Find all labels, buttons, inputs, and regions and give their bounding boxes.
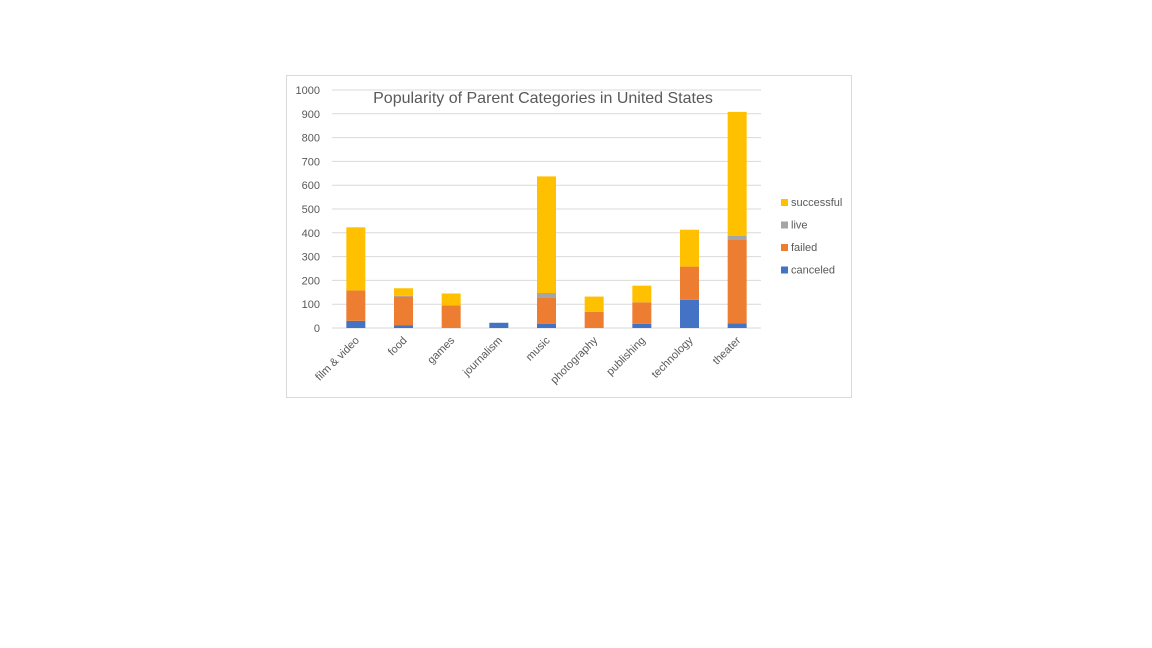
bar-canceled bbox=[727, 323, 747, 328]
bar-canceled bbox=[632, 323, 652, 328]
legend-label-live: live bbox=[791, 220, 808, 232]
x-tick-label: publishing bbox=[604, 335, 648, 379]
y-tick-label: 400 bbox=[302, 228, 320, 240]
x-tick-label: photography bbox=[549, 334, 601, 386]
y-tick-label: 1000 bbox=[296, 85, 320, 97]
chart-canvas: 0 100 200 300 400 500 600 700 800 900 1000 film & … bbox=[296, 85, 843, 386]
chart-frame: 0 100 200 300 400 500 600 700 800 900 1000 film & … bbox=[286, 75, 852, 398]
bar-successful bbox=[632, 285, 652, 303]
y-tick-label: 0 bbox=[314, 323, 320, 335]
bar-live bbox=[537, 293, 556, 298]
bar-canceled bbox=[680, 299, 699, 328]
y-tick-label: 900 bbox=[302, 109, 320, 121]
bar-successful bbox=[537, 176, 556, 294]
y-tick-label: 700 bbox=[302, 156, 320, 168]
legend-label-failed: failed bbox=[791, 242, 817, 254]
y-axis-tick-labels: 0 100 200 300 400 500 600 700 800 900 1000 bbox=[296, 85, 320, 335]
x-tick-label: theater bbox=[711, 334, 744, 367]
legend-swatch-failed bbox=[781, 244, 788, 251]
legend-label-canceled: canceled bbox=[791, 265, 835, 277]
bar-failed bbox=[441, 305, 461, 328]
bar-canceled bbox=[489, 322, 509, 328]
legend-swatch-live bbox=[781, 221, 788, 229]
bar-failed bbox=[632, 302, 652, 324]
bars bbox=[346, 111, 747, 328]
y-tick-label: 500 bbox=[302, 204, 320, 216]
x-tick-label: music bbox=[524, 334, 553, 363]
x-tick-label: games bbox=[425, 334, 457, 366]
bar-successful bbox=[680, 229, 699, 267]
x-axis-tick-labels: film & video food games journalism musicphot… bbox=[313, 334, 743, 386]
bar-canceled bbox=[537, 323, 556, 328]
bar-failed bbox=[584, 311, 604, 328]
legend-label-successful: successful bbox=[791, 197, 842, 209]
bar-failed bbox=[680, 266, 699, 300]
bar-failed bbox=[727, 239, 747, 324]
bar-failed bbox=[346, 290, 366, 321]
bar-live bbox=[727, 235, 747, 240]
bar-successful bbox=[441, 293, 461, 306]
x-tick-label: food bbox=[386, 335, 410, 359]
chart-title: Popularity of Parent Categories in Unite… bbox=[373, 90, 713, 107]
bar-canceled bbox=[394, 325, 413, 328]
bar-live bbox=[394, 295, 413, 297]
bar-successful bbox=[346, 227, 366, 291]
y-tick-label: 800 bbox=[302, 133, 320, 145]
bar-successful bbox=[584, 296, 604, 312]
legend-swatch-successful bbox=[781, 199, 788, 206]
bar-successful bbox=[394, 288, 413, 296]
x-tick-label: technology bbox=[650, 334, 696, 380]
bar-failed bbox=[394, 296, 413, 326]
x-tick-label: film & video bbox=[313, 335, 362, 384]
y-tick-label: 200 bbox=[302, 275, 320, 287]
bar-successful bbox=[727, 111, 747, 236]
bar-canceled bbox=[346, 320, 366, 328]
y-tick-label: 300 bbox=[302, 252, 320, 264]
legend-swatch-canceled bbox=[781, 266, 788, 274]
x-tick-label: journalism bbox=[460, 335, 505, 380]
bar-failed bbox=[537, 297, 556, 324]
y-tick-label: 100 bbox=[302, 299, 320, 311]
y-tick-label: 600 bbox=[302, 180, 320, 192]
legend: successful live failed canceled bbox=[781, 197, 842, 277]
